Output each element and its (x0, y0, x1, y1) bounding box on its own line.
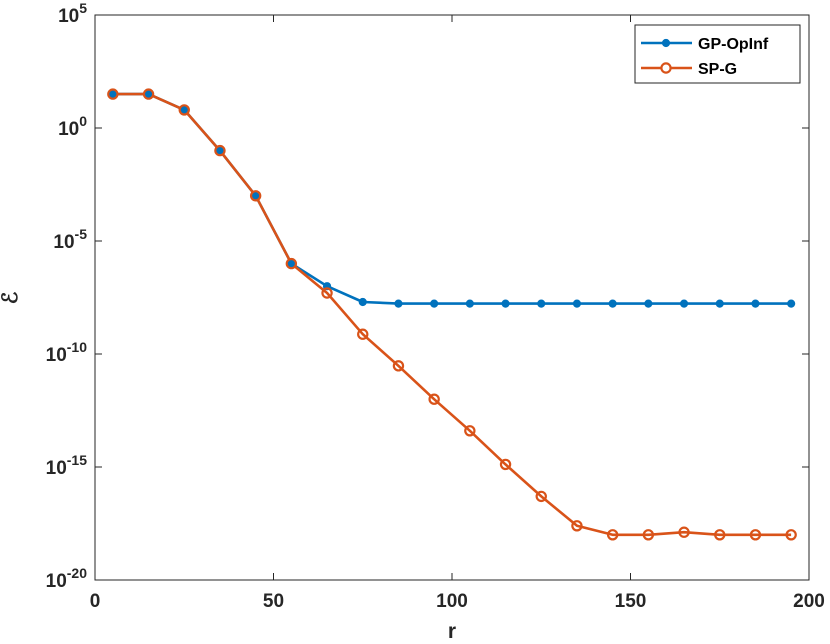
y-tick-base: 10 (58, 6, 79, 27)
y-tick-exponent: -10 (67, 339, 87, 355)
series-line-SP-G (112, 92, 792, 537)
y-tick-exponent: -15 (67, 452, 87, 468)
data-point-GP-OpInf (501, 299, 510, 308)
data-point-SP-G (142, 88, 155, 100)
data-point-SP-G (178, 104, 190, 116)
y-tick-base: 10 (46, 571, 67, 592)
y-tick-exponent: 5 (79, 0, 87, 16)
data-point-GP-OpInf (715, 299, 724, 308)
data-point-SP-G (107, 88, 119, 100)
series-lines (112, 92, 792, 537)
x-tick-label: 200 (793, 591, 825, 612)
data-point-SP-G (785, 529, 797, 541)
legend-marker-SP-G (660, 62, 672, 74)
legend-label: GP-OpInf (698, 36, 769, 53)
y-tick-base: 10 (58, 119, 79, 140)
legend-marker-GP-OpInf (661, 38, 671, 48)
y-tick-base: 10 (46, 458, 67, 479)
data-point-GP-OpInf (644, 299, 653, 308)
x-axis: 0 50 100 150 200 (90, 15, 825, 612)
data-point-GP-OpInf (572, 299, 582, 308)
y-tick-exponent: -5 (75, 226, 88, 242)
data-point-SP-G (642, 529, 655, 541)
y-tick-exponent: 0 (79, 113, 87, 129)
y-tick-base: 10 (53, 232, 74, 253)
data-point-SP-G (714, 529, 726, 541)
plot-area (94, 14, 810, 581)
y-tick-exponent: -20 (67, 565, 87, 581)
data-point-SP-G (392, 360, 405, 372)
data-point-SP-G (321, 287, 333, 299)
y-tick-label: 10-20 (46, 565, 88, 592)
x-tick-label: 50 (263, 591, 284, 612)
x-tick-label: 100 (436, 591, 468, 612)
data-point-SP-G (535, 490, 547, 503)
x-tick-label: 0 (90, 591, 101, 612)
data-point-SP-G (357, 328, 369, 340)
legend: GP-OpInf SP-G (634, 24, 801, 84)
data-point-SP-G (571, 520, 583, 532)
y-tick-label: 10-15 (46, 452, 88, 479)
data-point-GP-OpInf (430, 299, 439, 308)
y-tick-label: 100 (58, 113, 87, 140)
data-point-GP-OpInf (394, 299, 403, 308)
data-point-SP-G (285, 257, 298, 270)
data-point-SP-G (464, 425, 476, 437)
data-point-SP-G (606, 529, 619, 541)
data-point-SP-G (499, 458, 512, 471)
data-point-GP-OpInf (787, 299, 796, 308)
data-point-SP-G (214, 144, 226, 157)
legend-label: SP-G (698, 61, 737, 78)
x-tick-label: 150 (615, 591, 647, 612)
data-point-GP-OpInf (751, 299, 760, 308)
data-point-SP-G (249, 190, 262, 202)
data-point-GP-OpInf (679, 299, 689, 308)
y-tick-base: 10 (46, 345, 67, 366)
legend-box (634, 24, 801, 84)
y-tick-label: 105 (58, 0, 87, 27)
series-markers (107, 88, 797, 541)
y-tick-label: 10-10 (46, 339, 88, 366)
data-point-GP-OpInf (608, 299, 617, 308)
data-point-GP-OpInf (537, 299, 546, 308)
data-point-GP-OpInf (358, 297, 367, 307)
data-point-GP-OpInf (465, 299, 474, 308)
x-axis-label: r (448, 620, 456, 643)
data-point-SP-G (749, 529, 762, 541)
y-axis-label: ℰ (0, 291, 22, 304)
data-point-SP-G (428, 393, 440, 405)
data-point-SP-G (678, 526, 690, 538)
y-tick-label: 10-5 (53, 226, 87, 253)
